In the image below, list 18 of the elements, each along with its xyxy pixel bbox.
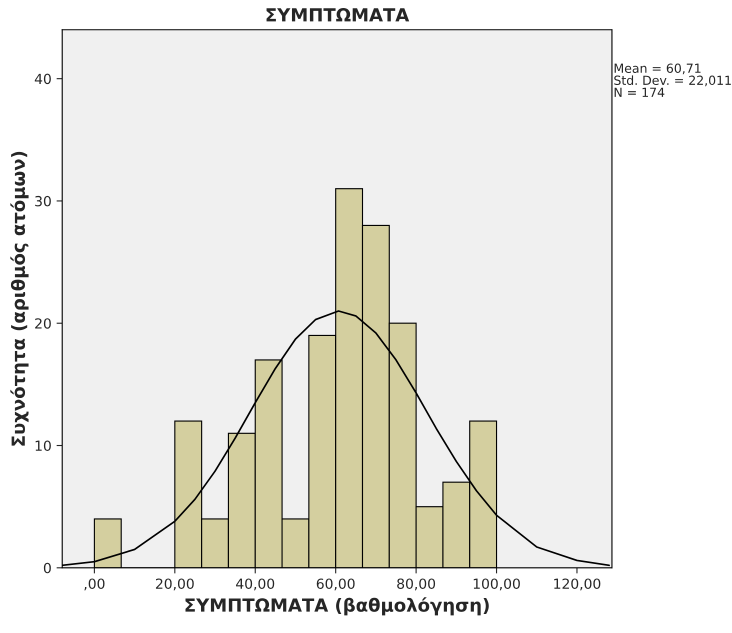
chart-title: ΣΥΜΠΤΩΜΑΤΑ — [266, 8, 410, 22]
y-tick-label: 0 — [44, 562, 51, 574]
y-tick-label: 10 — [36, 440, 51, 451]
y-tick-label: 40 — [34, 74, 51, 84]
x-tick-label: 100,00 — [474, 578, 520, 590]
y-tick-label: 20 — [35, 318, 51, 329]
text: Mean = 60,71 — [614, 64, 701, 74]
x-tick-label: 20,00 — [156, 578, 194, 590]
x-axis-title: ΣΥΜΠΤΩΜΑΤΑ (βαθμολόγηση) — [186, 597, 489, 616]
x-tick-label: 120,00 — [554, 578, 600, 590]
text: Std. Dev. = 22,011 — [614, 75, 731, 86]
x-tick-label: 60,00 — [316, 578, 355, 590]
x-tick-label: ,00 — [84, 578, 105, 590]
text: N = 174 — [614, 88, 664, 97]
x-tick-label: 80,00 — [397, 578, 436, 590]
y-axis-title: Συχνότητα (αριθμός ατόμων) — [10, 152, 29, 446]
x-tick-label: 40,00 — [236, 578, 274, 590]
y-tick-label: 30 — [35, 196, 51, 206]
